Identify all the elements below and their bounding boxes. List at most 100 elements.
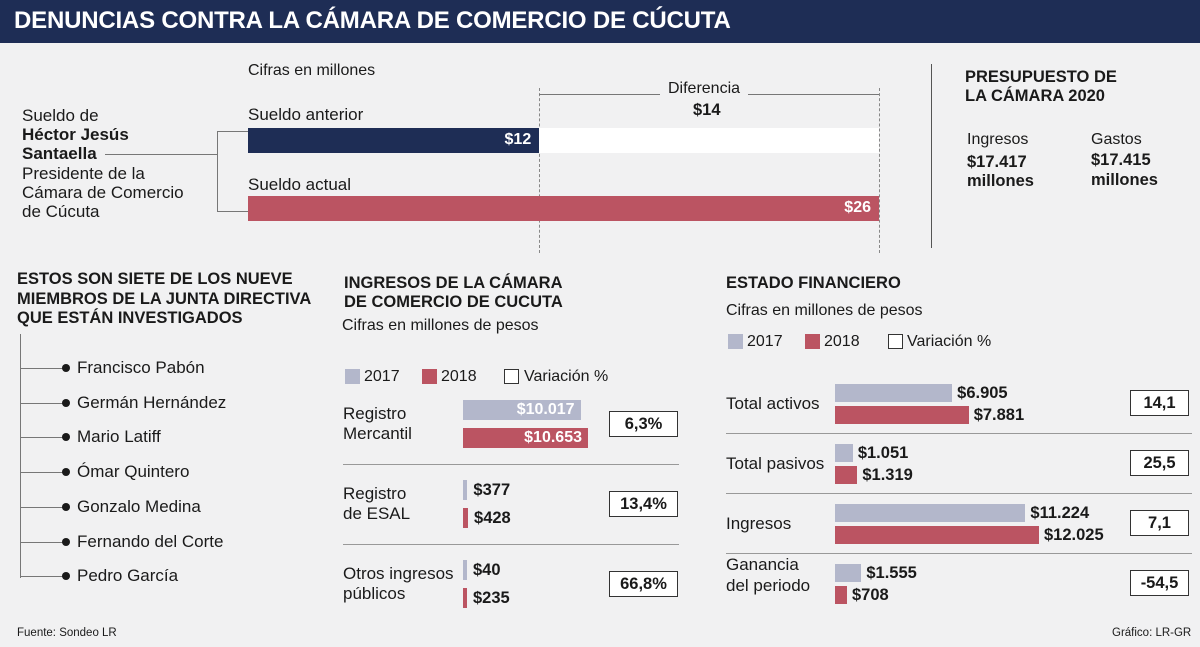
board-connector — [20, 542, 64, 543]
bracket-top — [217, 131, 248, 132]
difference-label: Diferencia — [660, 80, 749, 98]
fin-value-2018: $7.881 — [973, 406, 1025, 424]
income-units: Cifras en millones de pesos — [342, 317, 539, 334]
income-row-separator — [343, 464, 679, 465]
board-tree-line — [20, 334, 21, 578]
curr-salary-bar: $26 — [248, 196, 879, 221]
fin-legend-var: Variación % — [907, 333, 992, 350]
income-bar-2017 — [463, 400, 581, 420]
fin-variation-box: 7,1 — [1130, 510, 1189, 536]
person-name-2: Santaella — [22, 144, 97, 163]
income-value-2017: $10.017 — [516, 401, 575, 418]
income-bar-2018 — [463, 588, 467, 608]
income-row-label-2: de ESAL — [343, 504, 411, 523]
fin-legend-2017: 2017 — [747, 333, 783, 350]
income-legend-var-swatch — [504, 369, 519, 384]
fin-value-2017: $6.905 — [957, 384, 1008, 402]
fin-variation-box: 25,5 — [1130, 450, 1189, 476]
board-connector — [20, 437, 64, 438]
fin-variation-box: -54,5 — [1130, 570, 1189, 596]
fin-row-label-1: Total pasivos — [726, 454, 825, 473]
salary-difference-bar — [539, 128, 879, 153]
budget-expense-value: $17.415 — [1091, 151, 1151, 169]
role-2: Cámara de Comercio — [22, 183, 184, 202]
difference-value: $14 — [693, 101, 721, 119]
board-bullet — [62, 503, 70, 511]
board-bullet — [62, 538, 70, 546]
budget-income-unit: millones — [967, 172, 1034, 190]
budget-expense-unit: millones — [1091, 171, 1158, 189]
dashed-guide-right — [879, 88, 880, 253]
fin-row-label-1: Total activos — [726, 394, 820, 413]
board-member-name: Mario Latiff — [77, 427, 161, 446]
income-legend-2018: 2018 — [441, 368, 477, 385]
income-bar-2017 — [463, 560, 467, 580]
board-connector — [20, 403, 64, 404]
income-legend-2017: 2017 — [364, 368, 400, 385]
income-title-1: INGRESOS DE LA CÁMARA — [344, 274, 563, 292]
dashed-guide-left — [539, 88, 540, 253]
board-bullet — [62, 572, 70, 580]
fin-bar-2017 — [835, 444, 853, 462]
board-member-name: Pedro García — [77, 566, 179, 585]
board-title-3: QUE ESTÁN INVESTIGADOS — [17, 309, 243, 327]
title-bar — [0, 0, 1200, 43]
bracket-vertical — [217, 131, 218, 211]
prev-salary-value: $12 — [504, 131, 532, 148]
income-row-label-1: Otros ingresos — [343, 564, 454, 583]
income-bar-2017 — [463, 480, 468, 500]
board-bullet — [62, 433, 70, 441]
board-title-2: MIEMBROS DE LA JUNTA DIRECTIVA — [17, 290, 312, 308]
salary-units: Cifras en millones — [248, 62, 376, 79]
fin-legend-2018-swatch — [805, 334, 820, 349]
fin-bar-2017 — [835, 504, 1026, 522]
board-connector — [20, 368, 64, 369]
fin-units: Cifras en millones de pesos — [726, 302, 923, 319]
fin-title: ESTADO FINANCIERO — [726, 274, 901, 292]
fin-bar-2017 — [835, 564, 862, 582]
board-bullet — [62, 468, 70, 476]
board-member-name: Ómar Quintero — [77, 462, 190, 481]
role-3: de Cúcuta — [22, 202, 100, 221]
prev-salary-bar: $12 — [248, 128, 540, 153]
income-value-2018: $10.653 — [524, 429, 582, 446]
fin-legend-2018: 2018 — [824, 333, 860, 350]
budget-divider — [931, 64, 932, 248]
board-connector — [20, 472, 64, 473]
curr-salary-label: Sueldo actual — [248, 175, 352, 194]
page-title: DENUNCIAS CONTRA LA CÁMARA DE COMERCIO D… — [14, 7, 731, 34]
fin-row-separator — [726, 493, 1192, 494]
income-value-2018: $428 — [474, 509, 511, 527]
income-row-label-1: Registro — [343, 404, 407, 423]
board-member-name: Germán Hernández — [77, 393, 227, 412]
income-legend-2017-swatch — [345, 369, 360, 384]
board-bullet — [62, 399, 70, 407]
fin-value-2017: $11.224 — [1030, 504, 1090, 522]
budget-title-2: LA CÁMARA 2020 — [965, 87, 1105, 105]
bracket-stem — [105, 154, 218, 155]
fin-bar-2018 — [835, 526, 1039, 544]
fin-row-label-1: Ingresos — [726, 514, 792, 533]
role-1: Presidente de la — [22, 164, 145, 183]
footer-credit: Gráfico: LR-GR — [1112, 627, 1192, 639]
board-member-name: Gonzalo Medina — [77, 497, 201, 516]
income-variation-box: 13,4% — [609, 491, 678, 517]
board-connector — [20, 576, 64, 577]
income-variation-box: 66,8% — [609, 571, 678, 597]
fin-bar-2018 — [835, 406, 969, 424]
fin-row-separator — [726, 433, 1192, 434]
budget-income-label: Ingresos — [967, 131, 1029, 148]
board-title-1: ESTOS SON SIETE DE LOS NUEVE — [17, 270, 293, 288]
fin-legend-2017-swatch — [728, 334, 743, 349]
fin-bar-2017 — [835, 384, 953, 402]
fin-value-2018: $1.319 — [862, 466, 913, 484]
fin-bar-2018 — [835, 586, 847, 604]
board-bullet — [62, 364, 70, 372]
income-value-2017: $377 — [473, 481, 511, 499]
curr-salary-value: $26 — [844, 199, 871, 216]
income-bar-2018 — [463, 428, 588, 448]
fin-bar-2018 — [835, 466, 858, 484]
fin-legend-var-swatch — [888, 334, 903, 349]
budget-title-1: PRESUPUESTO DE — [965, 68, 1117, 86]
bracket-bottom — [217, 211, 248, 212]
